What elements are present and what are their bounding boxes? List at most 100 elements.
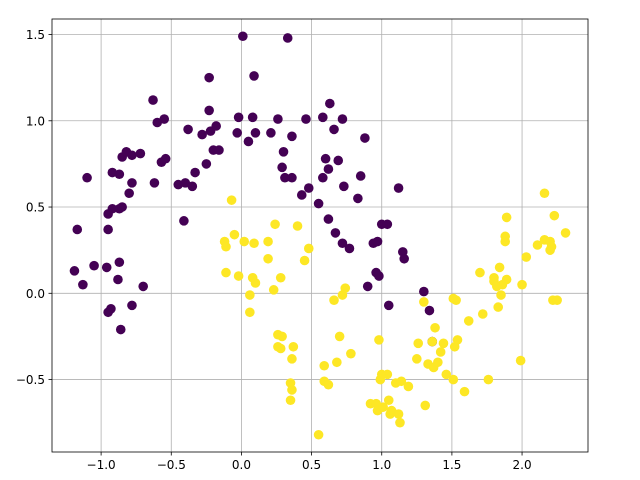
data-points <box>69 31 571 440</box>
data-point-yellow <box>263 253 273 264</box>
x-tick-label: 1.0 <box>372 458 391 472</box>
data-point-purple <box>69 266 80 276</box>
y-tick-label: 1.5 <box>26 28 45 42</box>
data-point-purple <box>250 128 261 138</box>
data-point-purple <box>277 162 287 173</box>
data-point-yellow <box>438 338 449 349</box>
x-axis-ticks: −1.0 −0.5 0.0 0.5 1.0 1.5 2.0 <box>87 452 532 472</box>
data-point-purple <box>330 228 341 238</box>
data-point-yellow <box>521 252 532 262</box>
data-point-purple <box>355 171 366 181</box>
data-point-yellow <box>263 236 273 247</box>
data-point-purple <box>124 188 134 199</box>
data-point-yellow <box>221 267 231 278</box>
data-point-purple <box>211 121 221 131</box>
y-axis-ticks: −0.5 0.0 0.5 1.0 1.5 <box>16 28 52 387</box>
data-point-purple <box>117 202 127 212</box>
data-point-yellow <box>403 381 414 392</box>
data-point-yellow <box>378 402 388 412</box>
data-point-purple <box>266 128 276 138</box>
y-tick-label: −0.5 <box>16 373 45 387</box>
data-point-yellow <box>374 335 384 345</box>
data-point-purple <box>179 216 189 226</box>
data-point-yellow <box>532 240 543 250</box>
data-point-yellow <box>459 386 470 397</box>
data-point-purple <box>204 72 214 83</box>
data-point-yellow <box>441 369 452 380</box>
data-point-purple <box>337 238 348 249</box>
data-point-purple <box>323 214 334 224</box>
data-point-purple <box>243 136 254 147</box>
data-point-purple <box>329 124 339 135</box>
x-tick-label: 0.0 <box>232 458 251 472</box>
data-point-yellow <box>329 295 339 305</box>
data-point-yellow <box>229 229 240 240</box>
data-point-purple <box>115 324 126 335</box>
data-point-yellow <box>483 374 494 385</box>
data-point-purple <box>82 172 92 183</box>
data-point-yellow <box>451 295 461 305</box>
data-point-purple <box>353 193 363 204</box>
data-point-yellow <box>346 348 356 359</box>
data-point-yellow <box>268 285 279 295</box>
data-point-purple <box>190 167 200 178</box>
data-point-yellow <box>448 374 459 385</box>
x-tick-label: −1.0 <box>87 458 116 472</box>
data-point-yellow <box>501 212 512 223</box>
data-point-yellow <box>515 355 526 366</box>
data-point-yellow <box>299 255 310 266</box>
data-point-purple <box>337 114 348 124</box>
data-point-purple <box>78 279 88 290</box>
data-point-purple <box>103 209 113 219</box>
data-point-purple <box>325 98 335 109</box>
data-point-yellow <box>517 279 527 290</box>
data-point-purple <box>360 133 370 143</box>
axes-frame <box>51 18 589 453</box>
data-point-purple <box>249 71 259 81</box>
data-point-yellow <box>383 395 394 406</box>
data-point-yellow <box>493 302 504 312</box>
data-point-purple <box>197 129 207 140</box>
data-point-purple <box>296 190 307 200</box>
data-point-purple <box>287 131 297 142</box>
data-point-yellow <box>375 374 386 385</box>
x-tick-label: −0.5 <box>157 458 186 472</box>
data-point-purple <box>201 159 212 169</box>
data-point-purple <box>320 153 331 164</box>
data-point-purple <box>113 274 123 285</box>
data-point-purple <box>103 224 113 235</box>
data-point-purple <box>278 147 289 157</box>
x-tick-label: 1.5 <box>442 458 461 472</box>
data-point-yellow <box>303 243 314 254</box>
gridlines <box>52 19 588 452</box>
data-point-yellow <box>382 369 393 380</box>
data-point-purple <box>135 148 146 159</box>
data-point-purple <box>393 183 404 193</box>
data-point-purple <box>247 112 258 123</box>
y-tick-label: 0.5 <box>26 201 45 215</box>
data-point-purple <box>318 112 328 123</box>
data-point-yellow <box>395 417 405 428</box>
data-point-yellow <box>546 241 557 252</box>
data-point-yellow <box>277 331 287 342</box>
data-point-yellow <box>552 295 562 305</box>
data-point-purple <box>204 105 214 116</box>
data-point-purple <box>160 153 171 164</box>
data-point-purple <box>187 181 198 192</box>
data-point-yellow <box>226 195 237 205</box>
data-point-yellow <box>270 219 280 230</box>
data-point-purple <box>114 257 125 268</box>
data-point-yellow <box>239 236 250 247</box>
data-point-purple <box>280 172 290 183</box>
data-point-purple <box>344 243 355 254</box>
data-point-yellow <box>285 395 296 406</box>
data-point-purple <box>101 262 112 273</box>
data-point-purple <box>107 167 118 178</box>
data-point-purple <box>148 95 158 105</box>
data-point-yellow <box>334 331 345 342</box>
data-point-purple <box>127 150 137 161</box>
data-point-yellow <box>501 274 512 285</box>
data-point-purple <box>374 271 384 281</box>
data-point-yellow <box>419 297 429 307</box>
data-point-yellow <box>452 335 463 345</box>
